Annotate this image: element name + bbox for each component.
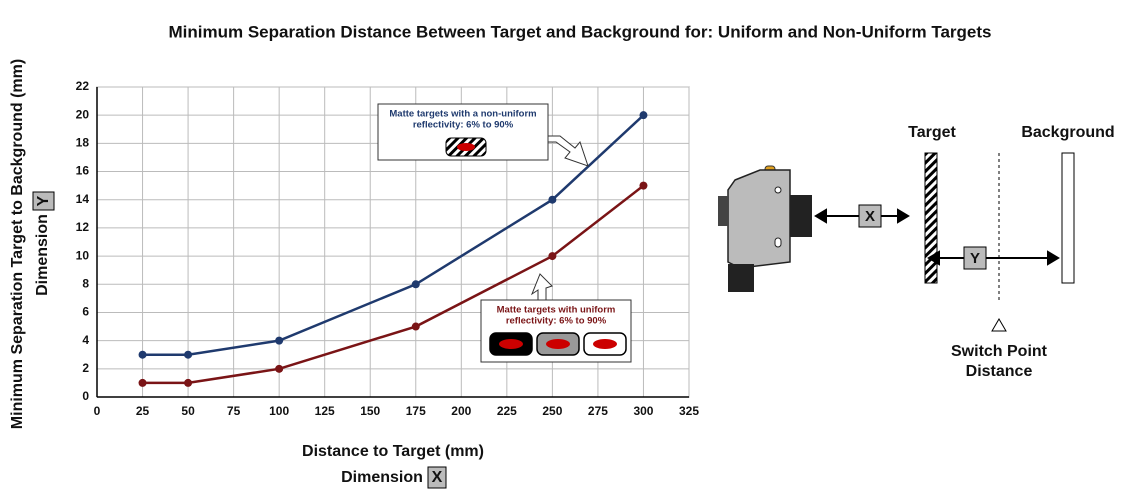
y-tick-label: 8 [82,276,89,290]
switch-label: Distance [966,363,1033,380]
y-arrow [929,252,1058,264]
swatch-spot [457,143,475,151]
y-axis-label: Dimension [34,214,51,296]
x-marker: X [865,208,875,225]
x-tick-label: 200 [451,404,471,418]
diagram: X Target Background Y Switch Point Dista… [718,124,1115,380]
data-point [639,182,647,190]
annotation-text: Matte targets with a non-uniform [389,109,536,120]
x-tick-label: 300 [633,404,653,418]
background-label: Background [1021,124,1114,141]
x-tick-label: 25 [136,404,150,418]
x-tick-label: 175 [406,404,426,418]
x-axis-label: Dimension [341,469,423,486]
data-point [548,196,556,204]
x-tick-label: 125 [315,404,335,418]
data-point [275,337,283,345]
y-tick-label: 0 [82,389,89,403]
annotation-text: reflectivity: 6% to 90% [506,316,607,327]
y-axis-label-group: Minimum Separation Target to Background … [9,59,54,429]
x-tick-label: 150 [360,404,380,418]
x-tick-label: 100 [269,404,289,418]
y-tick-label: 16 [76,164,90,178]
y-tick-label: 14 [76,192,90,206]
y-tick-label: 6 [82,305,89,319]
annotation-text: reflectivity: 6% to 90% [413,120,514,131]
swatch-spot [499,339,523,349]
x-label-box-text: X [432,469,443,486]
x-tick-label: 225 [497,404,517,418]
data-point [184,379,192,387]
y-marker: Y [970,250,980,267]
swatch-spot [546,339,570,349]
y-tick-label: 18 [76,136,90,150]
sensor-body [728,170,790,268]
data-point [139,351,147,359]
data-point [275,365,283,373]
sensor-side [718,196,728,226]
y-label-box-text: Y [35,195,52,206]
target-label: Target [908,124,956,141]
x-tick-label: 0 [94,404,101,418]
swatch-spot [593,339,617,349]
y-tick-label: 12 [76,220,90,234]
data-point [639,111,647,119]
data-point [139,379,147,387]
switch-triangle [992,319,1006,331]
data-point [548,252,556,260]
sensor-lens [790,195,812,237]
chart-title: Minimum Separation Distance Between Targ… [168,22,991,41]
x-tick-label: 275 [588,404,608,418]
background [1062,153,1074,283]
y-tick-label: 20 [76,107,90,121]
x-axis-label: Distance to Target (mm) [302,443,484,460]
x-tick-label: 325 [679,404,699,418]
data-point [184,351,192,359]
x-tick-label: 50 [181,404,195,418]
data-point [412,323,420,331]
y-tick-label: 2 [82,361,89,375]
data-point [412,280,420,288]
y-tick-label: 4 [82,333,89,347]
x-tick-label: 75 [227,404,241,418]
x-tick-label: 250 [542,404,562,418]
chart: Minimum Separation Distance Between Targ… [0,0,1125,494]
switch-label: Switch Point [951,343,1048,360]
y-tick-label: 22 [76,79,90,93]
target [925,153,937,283]
annotation-text: Matte targets with uniform [497,305,616,316]
y-tick-label: 10 [76,248,90,262]
sensor-connector [728,264,754,292]
y-axis-label: Minimum Separation Target to Background … [9,59,26,429]
